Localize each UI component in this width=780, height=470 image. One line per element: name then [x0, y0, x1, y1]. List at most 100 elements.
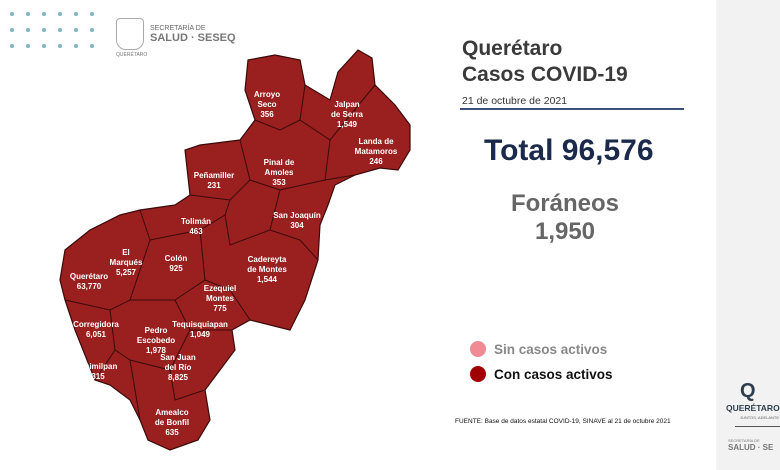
case-count: 8,825	[168, 373, 189, 382]
case-count: 356	[260, 110, 274, 119]
case-count: 635	[165, 428, 179, 437]
foraneos-value: 1,950	[534, 218, 596, 245]
municipality-name: Pinal de	[264, 158, 295, 167]
dot	[10, 12, 14, 16]
seseq-text: SALUD · SE	[728, 443, 774, 452]
title-line2: Casos COVID-19	[462, 63, 628, 86]
case-count: 775	[213, 304, 227, 313]
municipality-name: Montes	[206, 294, 235, 303]
report-date: 21 de octubre de 2021	[462, 95, 568, 107]
seseq-small: SECRETARÍA DE	[728, 438, 760, 443]
case-count: 63,770	[77, 282, 102, 291]
municipality-name: Marqués	[110, 258, 143, 267]
case-count: 463	[189, 227, 203, 236]
municipality-name: Peñamiller	[194, 171, 234, 180]
municipality-label: Jalpan de Serra 1,549	[331, 100, 364, 129]
case-count: 304	[290, 221, 304, 230]
municipality-name: El	[122, 248, 130, 257]
pink-circle-icon	[470, 341, 486, 357]
dot	[26, 28, 30, 32]
municipal-borders	[64, 84, 376, 421]
logo-line2: SALUD · SESEQ	[150, 31, 236, 44]
case-count: 246	[369, 157, 383, 166]
case-count: 5,257	[116, 268, 137, 277]
dot	[42, 12, 46, 16]
queretaro-q-logo: Q	[740, 380, 756, 402]
municipality-label: Tequisquiapan 1,049	[172, 320, 228, 339]
source-note: FUENTE: Base de datos estatal COVID-19, …	[455, 418, 671, 425]
municipality-name: Amoles	[265, 168, 294, 177]
case-count: 315	[91, 372, 105, 381]
dot	[90, 28, 94, 32]
municipality-label: El Marqués 5,257	[110, 248, 143, 277]
municipality-label: Pedro Escobedo 1,978	[137, 326, 175, 355]
dot	[74, 12, 78, 16]
dot	[26, 12, 30, 16]
legend-inactive: Sin casos activos	[470, 341, 607, 357]
municipality-name: de Bonfil	[155, 418, 189, 427]
municipality-label: Amealco de Bonfil 635	[155, 408, 189, 437]
municipality-label: Tolimán 463	[181, 217, 211, 236]
state-outline	[59, 49, 411, 451]
queretaro-tagline: JUNTOS, ADELANTE	[740, 415, 780, 420]
case-count: 925	[169, 264, 183, 273]
municipality-label: Cadereyta de Montes 1,544	[247, 255, 287, 284]
dot	[10, 28, 14, 32]
divider	[735, 426, 780, 427]
seseq-side-logo: SECRETARÍA DE SALUD · SE	[728, 438, 773, 452]
municipality-name: Colón	[165, 254, 188, 263]
side-panel	[716, 0, 780, 470]
dot	[10, 44, 14, 48]
case-count: 1,544	[257, 275, 278, 284]
municipality-name: Ezequiel	[204, 284, 236, 293]
case-count: 6,051	[86, 330, 107, 339]
case-count: 1,049	[190, 330, 211, 339]
municipality-name: Huimilpan	[79, 362, 118, 371]
municipality-label: Ezequiel Montes 775	[204, 284, 236, 313]
municipality-name: Jalpan	[334, 100, 359, 109]
state-seal-icon	[116, 18, 144, 50]
municipality-name: San Juan	[160, 353, 196, 362]
municipality-name: de Serra	[331, 110, 364, 119]
municipality-name: Tolimán	[181, 217, 211, 226]
legend-label: Sin casos activos	[494, 341, 608, 357]
municipality-label: Huimilpan 315	[79, 362, 118, 381]
case-count: 353	[272, 178, 286, 187]
logo-sub: QUERÉTARO	[116, 52, 148, 58]
legend-label: Con casos activos	[494, 366, 613, 382]
page-title: Querétaro Casos COVID-19	[462, 36, 628, 88]
municipality-label: San Juan del Río 8,825	[160, 353, 196, 382]
divider	[460, 108, 684, 110]
municipality-name: del Río	[165, 363, 192, 372]
dot	[90, 44, 94, 48]
municipality-name: Tequisquiapan	[172, 320, 228, 329]
dot	[74, 28, 78, 32]
dot	[58, 28, 62, 32]
logo-line1: SECRETARÍA DE	[150, 24, 206, 32]
municipality-name: de Montes	[247, 265, 287, 274]
municipality-name: San Joaquín	[273, 211, 321, 220]
dot	[42, 44, 46, 48]
foraneos-block: Foráneos 1,950	[480, 190, 650, 246]
municipality-label: Querétaro 63,770	[70, 272, 108, 291]
seseq-logo: SECRETARÍA DE SALUD · SESEQ	[116, 18, 236, 50]
municipality-label: Landa de Matamoros 246	[355, 137, 398, 166]
case-count: 1,978	[146, 346, 167, 355]
municipality-label: San Joaquín 304	[273, 211, 321, 230]
foraneos-label: Foráneos	[510, 190, 620, 217]
municipality-name: Escobedo	[137, 336, 175, 345]
municipality-name: Corregidora	[73, 320, 119, 329]
municipality-name: Cadereyta	[248, 255, 287, 264]
legend-active: Con casos activos	[470, 366, 613, 382]
dot	[90, 12, 94, 16]
municipality-label: Corregidora 6,051	[73, 320, 119, 339]
title-line1: Querétaro	[462, 37, 563, 60]
municipality-name: Landa de	[358, 137, 394, 146]
municipality-label: Arroyo Seco 356	[254, 90, 280, 119]
case-count: 231	[207, 181, 221, 190]
municipality-name: Arroyo	[254, 90, 280, 99]
total-cases: Total 96,576	[484, 134, 654, 167]
red-circle-icon	[470, 366, 486, 382]
municipality-name: Amealco	[155, 408, 188, 417]
